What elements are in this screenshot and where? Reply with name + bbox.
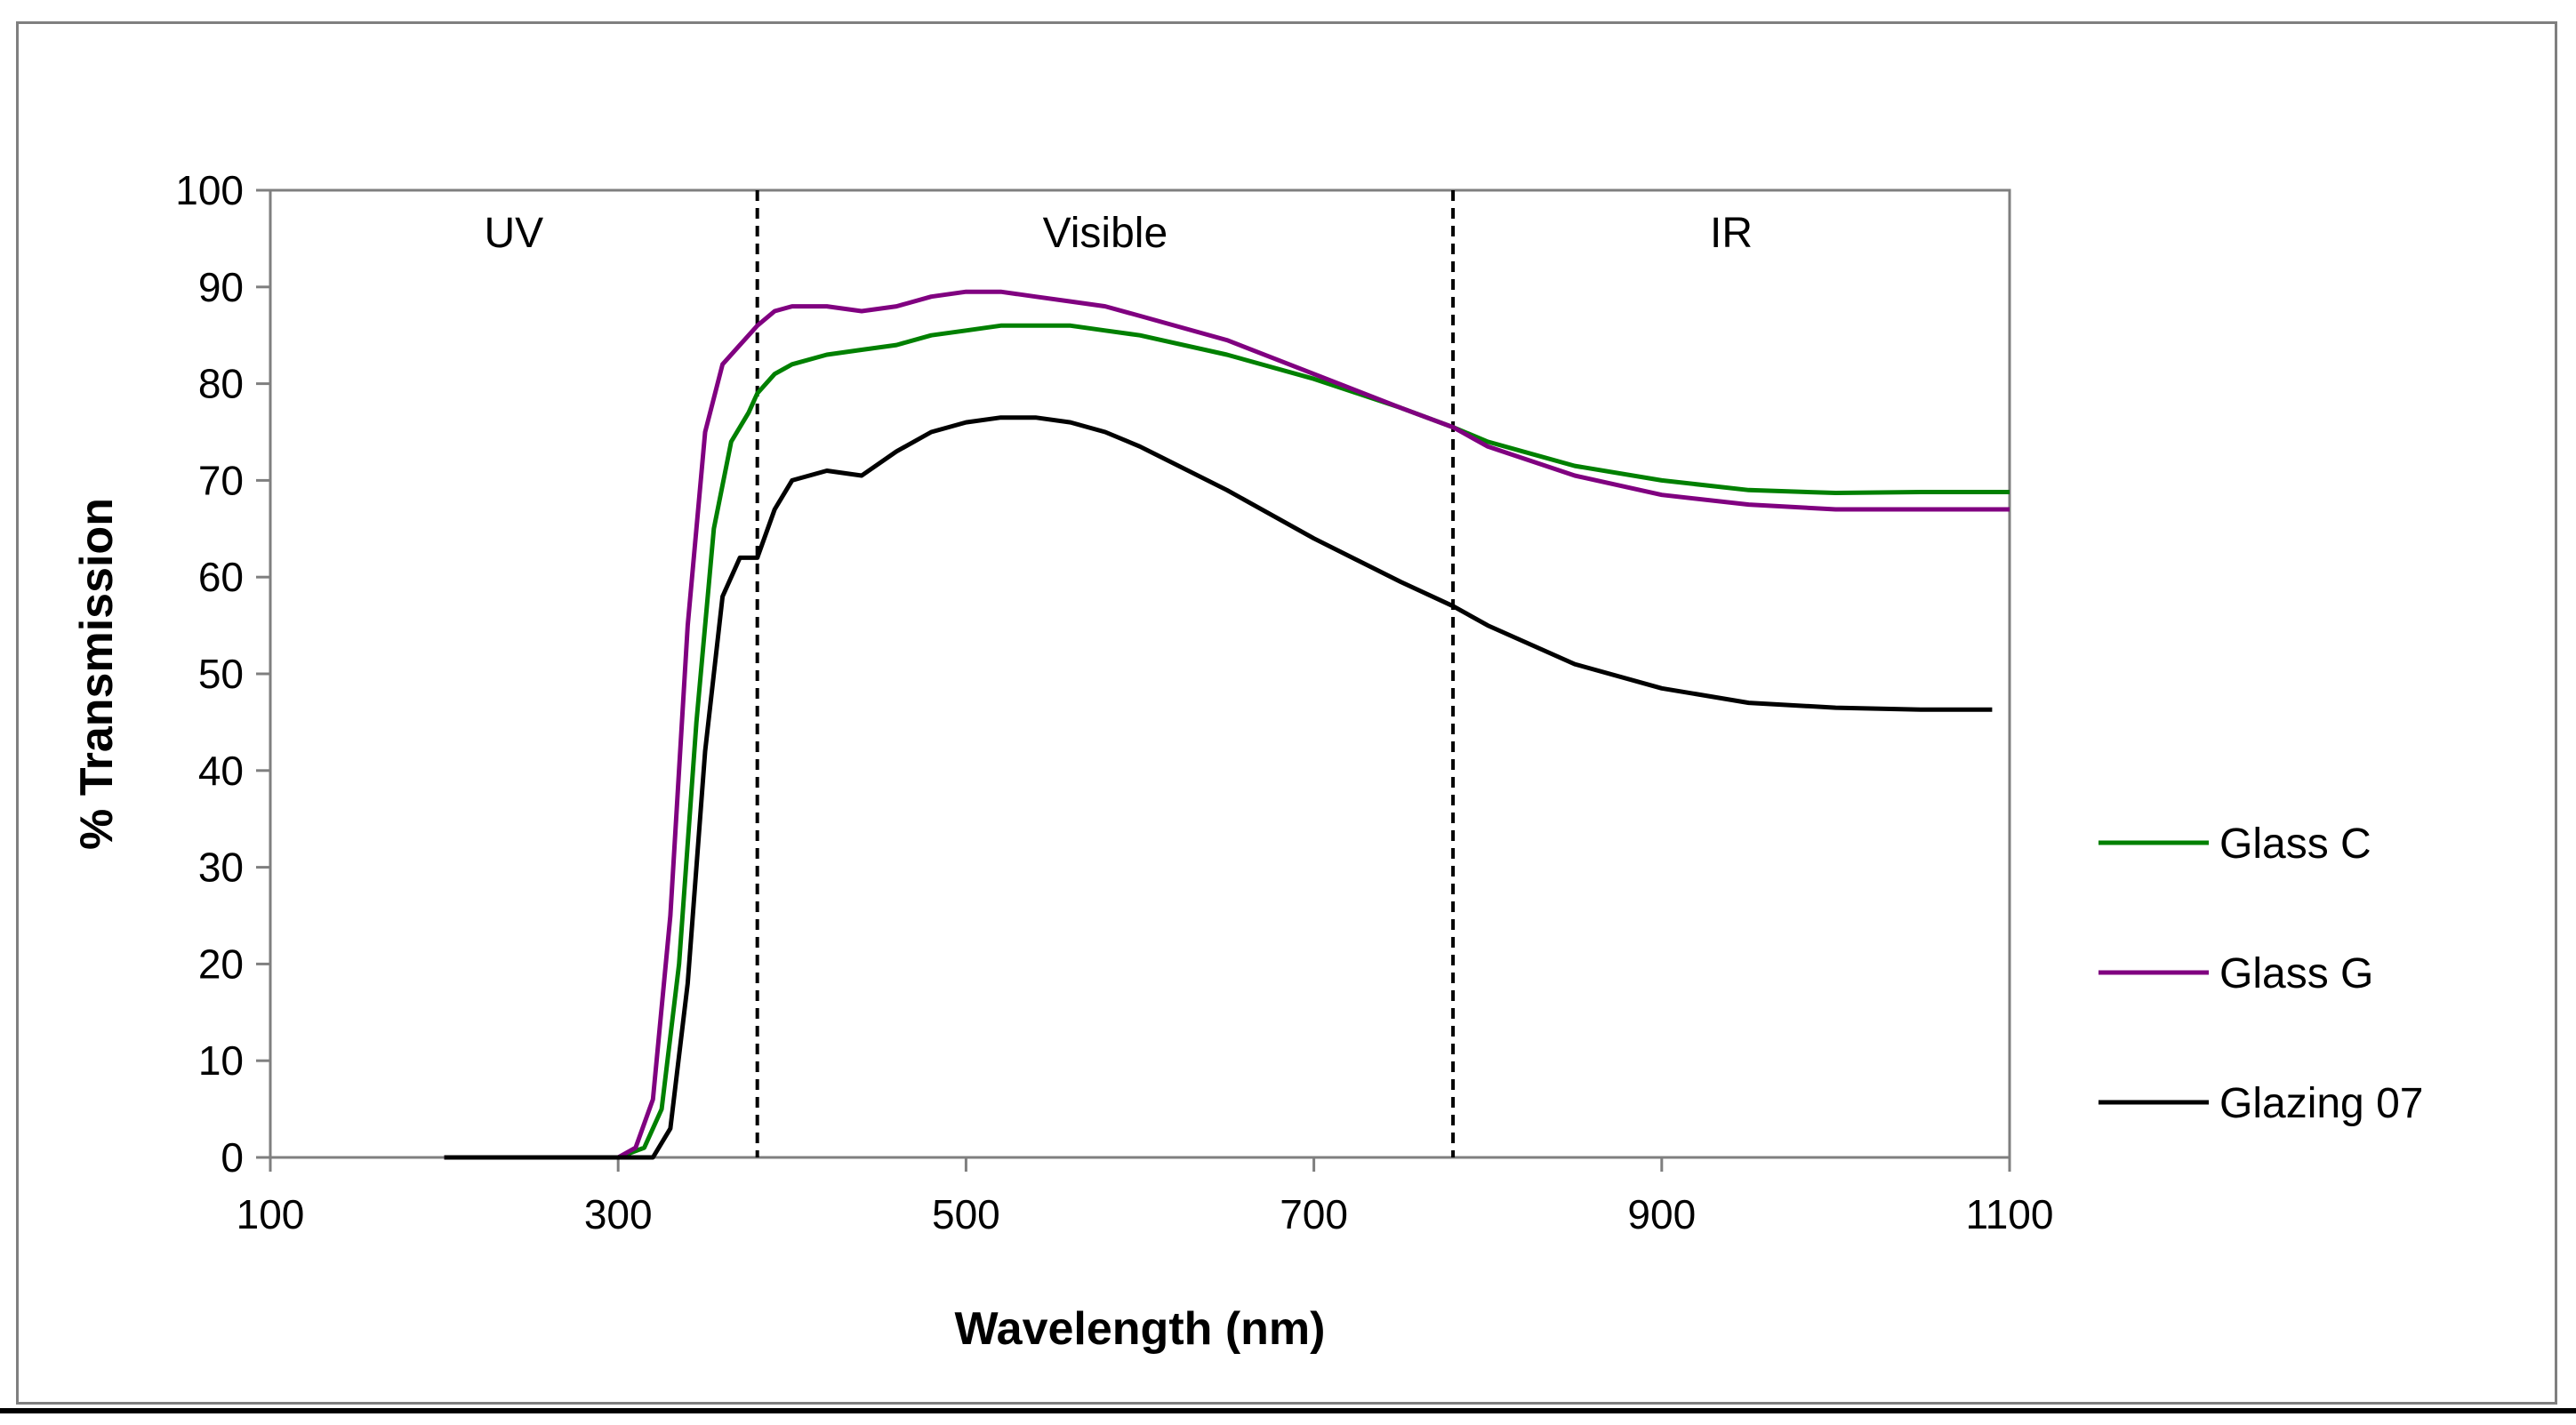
bottom-rule: [0, 1408, 2576, 1413]
y-tick-label: 100: [175, 167, 244, 213]
legend-label-glazing-07: Glazing 07: [2219, 1080, 2423, 1127]
series-line-glazing-07: [444, 415, 1993, 1160]
region-labels: UV Visible IR: [484, 210, 1753, 257]
x-tick-label: 300: [584, 1191, 653, 1237]
y-tick-label: 80: [198, 361, 244, 407]
y-tick-label: 10: [198, 1037, 244, 1084]
y-axis-title: % Transmission: [71, 498, 123, 850]
y-tick-label: 70: [198, 457, 244, 503]
region-label-ir: IR: [1710, 210, 1753, 257]
x-axis-title: Wavelength (nm): [955, 1303, 1326, 1355]
y-tick-label: 0: [221, 1134, 244, 1181]
x-tick-label: 100: [237, 1191, 305, 1237]
x-tick-label: 900: [1627, 1191, 1696, 1237]
y-tick-label: 90: [198, 264, 244, 310]
legend-label-glass-c: Glass C: [2219, 821, 2371, 868]
axes: 0 10 20 30 40 50 60 70 80 90 100 100 300 500 700 900 110…: [175, 167, 2053, 1237]
legend-label-glass-g: Glass G: [2219, 950, 2373, 997]
y-tick-label: 60: [198, 554, 244, 600]
region-boundaries: [755, 190, 1456, 1157]
legend: Glass C Glass G Glazing 07: [2099, 821, 2423, 1127]
y-tick-label: 40: [198, 748, 244, 794]
x-tick-label: 700: [1280, 1191, 1348, 1237]
series-line-glass-g: [444, 289, 2010, 1160]
x-tick-label: 1100: [1966, 1191, 2054, 1237]
y-tick-label: 50: [198, 651, 244, 697]
y-tick-label: 20: [198, 941, 244, 987]
series-layer: [444, 289, 2010, 1160]
x-tick-label: 500: [932, 1191, 1000, 1237]
series-line-glass-c: [444, 323, 2010, 1160]
y-tick-label: 30: [198, 845, 244, 891]
chart-frame: [16, 21, 2557, 1405]
region-label-uv: UV: [484, 210, 543, 257]
region-label-visible: Visible: [1043, 210, 1168, 257]
